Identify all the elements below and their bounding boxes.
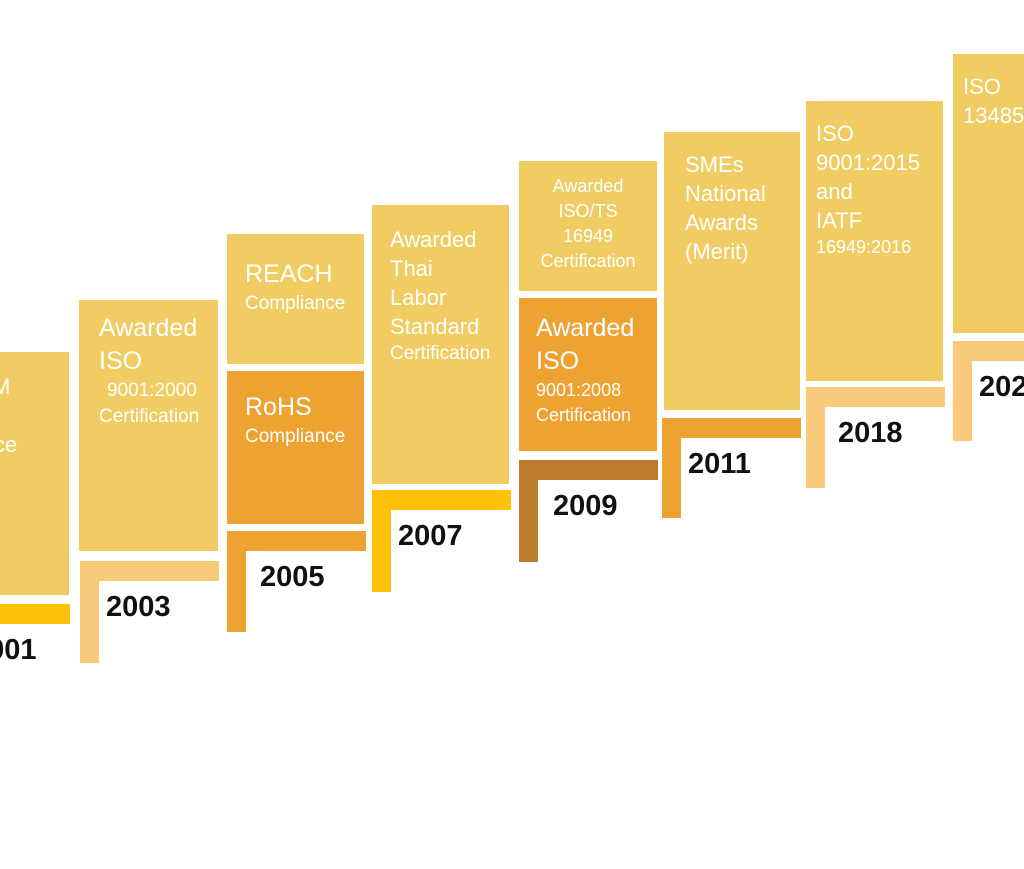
milestone-2018-line-5: 16949:2016 [816, 237, 912, 257]
milestone-2009-top-line-3: 16949 [562, 226, 614, 246]
milestone-2003-box: Awarded ISO 9001:2000 Certification [79, 300, 218, 551]
milestone-2005-box-top: REACH Compliance [227, 234, 364, 364]
milestone-2001-line-1: M [0, 374, 11, 399]
milestone-2003-bar [80, 561, 219, 581]
milestone-2018-line-3: and [816, 179, 853, 204]
milestone-2011-line-3: Awards [685, 210, 758, 235]
milestone-2018-year: 2018 [838, 417, 903, 449]
milestone-2018-line-1: ISO [816, 121, 854, 146]
milestone-2007-bar [372, 490, 511, 510]
milestone-2005-bar [227, 531, 366, 551]
milestone-2001-line-3: ctice [0, 432, 18, 457]
milestone-2001-line-4: rd [0, 459, 69, 488]
milestone-202x-line-2: 13485 [963, 103, 1024, 128]
milestone-2007-line-3: Labor [390, 285, 447, 310]
milestone-2009-box-bottom: Awarded ISO 9001:2008 Certification [519, 298, 657, 451]
milestone-2009-top-line-2: ISO/TS [558, 201, 618, 221]
milestone-2011-box: SMEs National Awards (Merit) [664, 132, 800, 410]
milestone-2007-line-1: Awarded [390, 227, 477, 252]
milestone-2005-bottom-line-2: Compliance [245, 426, 346, 447]
milestone-2009-bar [519, 460, 658, 480]
milestone-2005-top-line-2: Compliance [245, 293, 346, 314]
milestone-2009-top-line-1: Awarded [552, 176, 624, 196]
milestone-2001-box: M t ctice rd [0, 352, 69, 595]
milestone-2011-year: 2011 [688, 448, 751, 480]
milestone-2009-year: 2009 [553, 490, 618, 522]
milestone-2005-top-line-1: REACH [245, 260, 333, 288]
milestone-2009-bottom-line-2: ISO [536, 347, 580, 375]
milestone-2011-line-1: SMEs [685, 152, 744, 177]
milestone-2018-line-2: 9001:2015 [816, 150, 920, 175]
milestone-2011-stem [662, 418, 681, 518]
milestone-2001-year: 2001 [0, 634, 37, 666]
milestone-2003-line-3: 9001:2000 [107, 380, 197, 401]
milestone-2007-box: Awarded Thai Labor Standard Certificatio… [372, 205, 509, 484]
milestone-2007-year: 2007 [398, 520, 463, 552]
milestone-2003-line-4: Certification [99, 406, 200, 427]
milestone-2007-stem [372, 490, 391, 592]
milestone-202x-year: 202 [979, 371, 1024, 403]
milestone-2005-year: 2005 [260, 561, 325, 593]
milestone-2003-line-1: Awarded [99, 314, 198, 342]
milestone-2009-bottom-line-3: 9001:2008 [536, 380, 622, 400]
milestone-2001-line-2: t [0, 401, 69, 430]
milestone-2018-box: ISO 9001:2015 and IATF 16949:2016 [806, 101, 943, 381]
milestone-2001-bar [0, 604, 70, 624]
milestone-2005-bottom-line-1: RoHS [245, 393, 312, 421]
milestone-2007-line-4: Standard [390, 314, 480, 339]
milestone-2003-year: 2003 [106, 591, 171, 623]
milestone-2007-line-5: Certification [390, 343, 491, 364]
milestone-202x-stem [953, 341, 972, 441]
milestone-2003-line-2: ISO [99, 347, 143, 375]
milestone-2011-line-4: (Merit) [685, 239, 749, 264]
milestone-2009-top-line-4: Certification [540, 251, 636, 271]
milestone-2018-stem [806, 387, 825, 488]
milestone-2009-stem [519, 460, 538, 562]
milestone-2011-line-2: National [685, 181, 766, 206]
milestone-2011-bar [662, 418, 801, 438]
milestone-202x-line-1: ISO [963, 74, 1001, 99]
milestone-2018-line-4: IATF [816, 208, 863, 233]
milestone-2009-bottom-line-1: Awarded [536, 314, 635, 342]
milestone-2009-bottom-line-4: Certification [536, 405, 632, 425]
milestone-2005-stem [227, 531, 246, 632]
milestone-202x-box: ISO 13485 [953, 54, 1024, 333]
milestone-2018-bar [806, 387, 945, 407]
milestone-2009-box-top: Awarded ISO/TS 16949 Certification [519, 161, 657, 291]
milestone-2003-stem [80, 561, 99, 663]
milestone-2007-line-2: Thai [390, 256, 433, 281]
milestone-2005-box-bottom: RoHS Compliance [227, 371, 364, 524]
